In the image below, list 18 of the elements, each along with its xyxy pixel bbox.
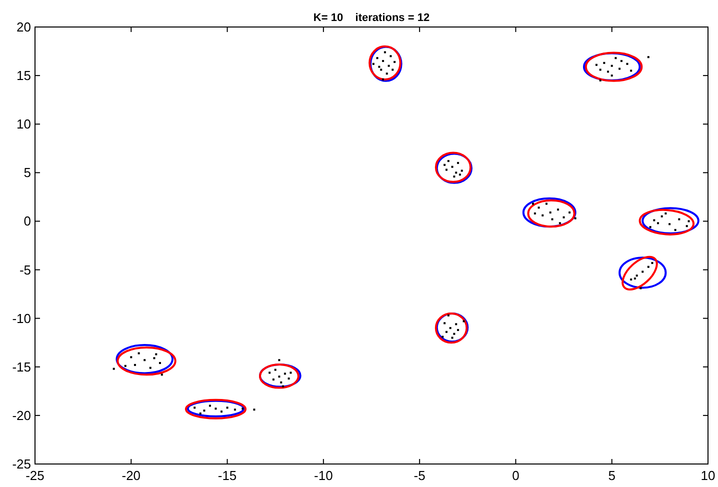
y-tick-label: 20 xyxy=(16,20,31,34)
x-tick-label: 0 xyxy=(512,468,520,483)
y-tick-label: 10 xyxy=(16,116,31,132)
y-tick-label: -20 xyxy=(12,408,31,423)
x-tick-label: 10 xyxy=(700,468,716,483)
x-tick-label: -15 xyxy=(218,468,237,483)
y-tick-label: 5 xyxy=(24,165,31,180)
y-tick-label: -10 xyxy=(12,310,31,326)
x-tick-label: -10 xyxy=(314,468,333,483)
x-tick-label: -20 xyxy=(122,468,141,483)
y-tick-label: -15 xyxy=(12,359,31,374)
y-tick-label: -5 xyxy=(19,262,31,278)
y-tick-label: -25 xyxy=(12,456,31,472)
x-tick-label: -5 xyxy=(414,468,426,483)
x-tick-label: 5 xyxy=(608,468,616,483)
chart-title: K= 10 iterations = 12 xyxy=(313,12,430,24)
y-tick-label: 0 xyxy=(24,214,31,229)
y-tick-label: 15 xyxy=(16,68,31,84)
